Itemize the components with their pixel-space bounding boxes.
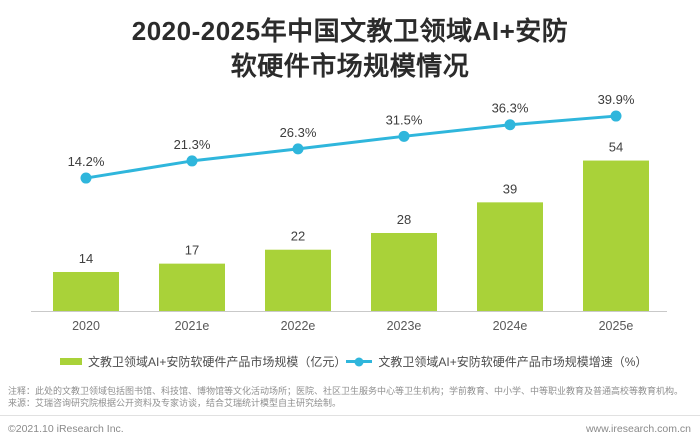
growth-rate-line [84, 114, 618, 180]
x-tick-label-2021e: 2021e [175, 319, 210, 333]
chart-area: 14 2020 17 2021e 22 2022e 28 2023e 39 2024e 54 2025… [0, 86, 700, 341]
bar-value-label-2024e: 39 [503, 181, 517, 196]
line-value-label-2025e: 39.9% [598, 92, 635, 107]
bar-2024e [477, 202, 543, 311]
chart-title-line2: 软硬件市场规模情况 [230, 51, 470, 81]
line-point-2023e [398, 130, 410, 142]
line-value-label-2020: 14.2% [68, 154, 105, 169]
line-series-label: 文教卫领域AI+安防软硬件产品市场规模增速（%） [378, 355, 648, 369]
bar-value-label-2022e: 22 [291, 229, 305, 244]
website-link[interactable]: www.iresearch.com.cn [585, 423, 691, 435]
copyright-text: ©2021.10 iResearch Inc. [8, 423, 124, 435]
bar-2022e [265, 249, 331, 311]
bar-series-swatch-icon [60, 358, 82, 365]
chart-legend: 文教卫领域AI+安防软硬件产品市场规模（亿元） 文教卫领域AI+安防软硬件产品市… [0, 354, 700, 369]
bar-series-label: 文教卫领域AI+安防软硬件产品市场规模（亿元） [88, 355, 347, 369]
bar-value-label-2021e: 17 [185, 243, 199, 258]
legend-item-bar-series: 文教卫领域AI+安防软硬件产品市场规模（亿元） [60, 353, 346, 370]
x-tick-label-2022e: 2022e [281, 319, 316, 333]
line-point-2020 [80, 172, 92, 184]
market-scale-combo-chart: 14 2020 17 2021e 22 2022e 28 2023e 39 2024e 54 2025… [31, 92, 667, 333]
bar-value-label-2020: 14 [79, 251, 93, 266]
line-value-label-2024e: 36.3% [492, 101, 529, 116]
line-value-label-2022e: 26.3% [280, 125, 317, 140]
line-point-2022e [292, 143, 304, 155]
line-series-dot-icon [354, 357, 364, 366]
x-tick-label-2025e: 2025e [599, 319, 634, 333]
line-value-label-2023e: 31.5% [386, 112, 423, 127]
x-tick-label-2020: 2020 [72, 319, 100, 333]
x-tick-label-2024e: 2024e [493, 319, 528, 333]
note-source: 来源：艾瑞咨询研究院根据公开资料及专家访谈，结合艾瑞统计模型自主研究绘制。 [8, 397, 342, 408]
line-point-2025e [610, 110, 622, 122]
bar-2020 [53, 271, 119, 311]
footer: ©2021.10 iResearch Inc. www.iresearch.co… [0, 416, 700, 435]
note-definition: 注释：此处的文教卫领域包括图书馆、科技馆、博物馆等文化活动场所；医院、社区卫生服… [8, 386, 684, 396]
footnotes: 注释：此处的文教卫领域包括图书馆、科技馆、博物馆等文化活动场所；医院、社区卫生服… [0, 386, 700, 409]
line-point-2024e [504, 119, 516, 131]
bar-value-label-2025e: 54 [609, 140, 623, 155]
line-point-2021e [186, 155, 198, 167]
chart-title: 2020-2025年中国文教卫领域AI+安防 软硬件市场规模情况 [0, 0, 700, 84]
line-series-swatch-icon [346, 357, 373, 366]
line-value-label-2021e: 21.3% [174, 137, 211, 152]
legend-item-line-series: 文教卫领域AI+安防软硬件产品市场规模增速（%） [346, 353, 647, 370]
bar-value-label-2023e: 28 [397, 212, 411, 227]
x-tick-label-2023e: 2023e [387, 319, 422, 333]
bar-2025e [583, 160, 649, 311]
bar-2021e [159, 263, 225, 311]
footer-divider [0, 415, 700, 416]
bar-2023e [371, 232, 437, 311]
chart-title-line1: 2020-2025年中国文教卫领域AI+安防 [131, 16, 569, 46]
